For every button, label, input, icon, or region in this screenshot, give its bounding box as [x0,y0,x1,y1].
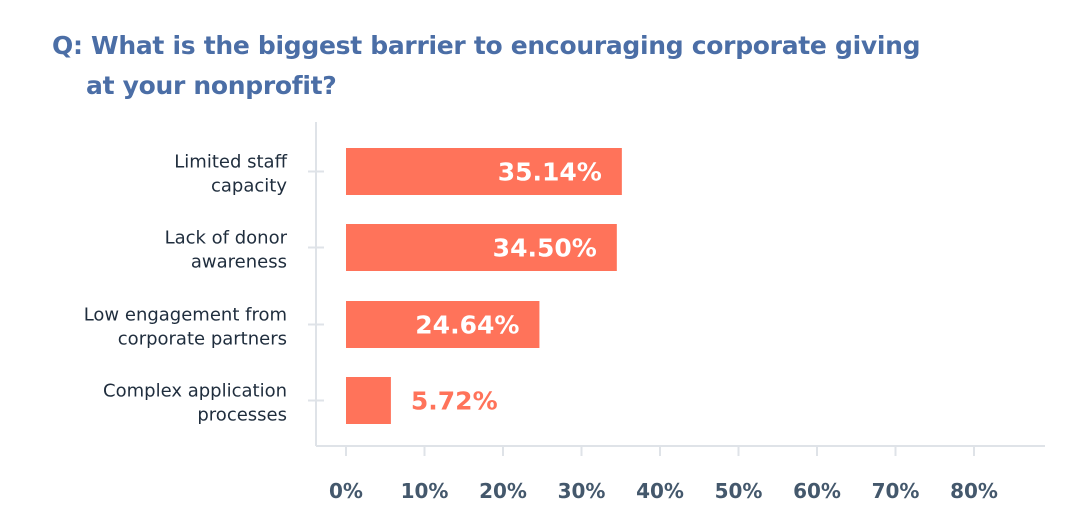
x-tick-label: 60% [793,479,841,503]
x-tick-label: 0% [329,479,363,503]
category-label: awareness [191,252,287,273]
x-tick-label: 70% [872,479,920,503]
x-tick-label: 30% [558,479,606,503]
x-tick-label: 20% [479,479,527,503]
data-label: 24.64% [415,311,519,340]
bar [346,377,391,424]
bar [346,301,540,348]
category-label: capacity [211,176,287,197]
x-tick-label: 10% [401,479,449,503]
category-label: Lack of donor [165,228,288,249]
category-label: processes [197,405,287,426]
x-tick-label: 80% [950,479,998,503]
bar [346,224,617,271]
x-tick-label: 50% [715,479,763,503]
category-label: corporate partners [118,329,287,350]
category-label: Low engagement from [84,305,287,326]
category-label: Limited staff [174,152,287,173]
title-line-1: Q: What is the biggest barrier to encour… [52,31,921,60]
title-line-2: at your nonprofit? [86,71,337,100]
data-label: 35.14% [498,158,602,187]
x-tick-label: 40% [636,479,684,503]
category-label: Complex application [103,381,287,402]
data-label: 34.50% [493,234,597,263]
chart-title: Q: What is the biggest barrier to encour… [52,26,921,106]
data-label: 5.72% [411,387,498,416]
bar [346,148,622,195]
